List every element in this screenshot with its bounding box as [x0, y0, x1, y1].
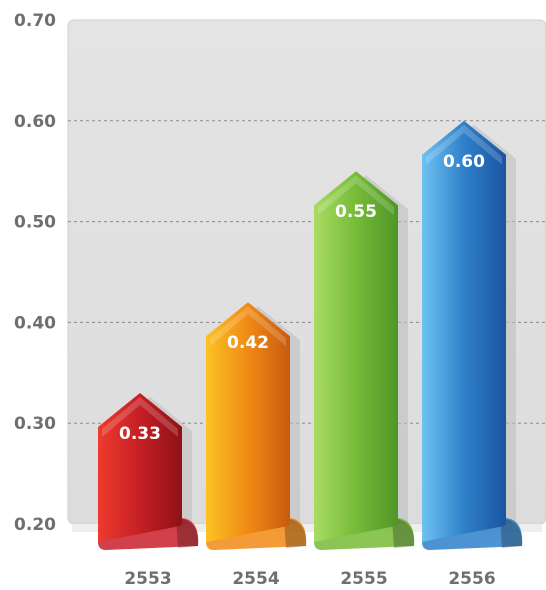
y-tick-label: 0.70 [14, 11, 56, 31]
bar [422, 120, 506, 543]
bar-group: 0.55 [314, 171, 415, 550]
bar-value-label: 0.42 [227, 333, 269, 353]
y-tick-label: 0.50 [14, 213, 56, 233]
bar-group: 0.60 [422, 120, 523, 550]
y-tick-label: 0.60 [14, 112, 56, 132]
bar [314, 171, 398, 542]
bar-group: 0.33 [98, 392, 199, 550]
plot-panel-shadow [72, 524, 542, 532]
bar-ribbon-shade [284, 518, 307, 548]
bar-value-label: 0.33 [119, 424, 161, 444]
bar-ribbon-shade [392, 518, 415, 548]
bar-value-label: 0.55 [335, 202, 377, 222]
bar-highlight [318, 175, 394, 216]
bar-group: 0.42 [206, 302, 307, 550]
y-tick-label: 0.20 [14, 515, 56, 535]
y-axis-ticks: 0.20 0.30 0.40 0.50 0.60 0.70 [14, 11, 56, 535]
x-tick-label: 2554 [232, 569, 279, 589]
y-tick-label: 0.40 [14, 313, 56, 333]
bar-ribbon-shade [176, 518, 199, 548]
bar-highlight [102, 396, 178, 437]
bar-highlight [210, 306, 286, 347]
bar-highlight [426, 124, 502, 165]
x-tick-label: 2555 [340, 569, 387, 589]
x-tick-label: 2553 [124, 569, 171, 589]
bars: 0.33 0.42 0.55 0.60 [98, 120, 523, 550]
x-axis-ticks: 2553 2554 2555 2556 [124, 569, 495, 589]
bar [98, 392, 182, 542]
x-tick-label: 2556 [448, 569, 495, 589]
y-tick-label: 0.30 [14, 414, 56, 434]
bar [206, 302, 290, 542]
bar-ribbon-shade [500, 518, 523, 548]
bar-value-label: 0.60 [443, 152, 485, 172]
